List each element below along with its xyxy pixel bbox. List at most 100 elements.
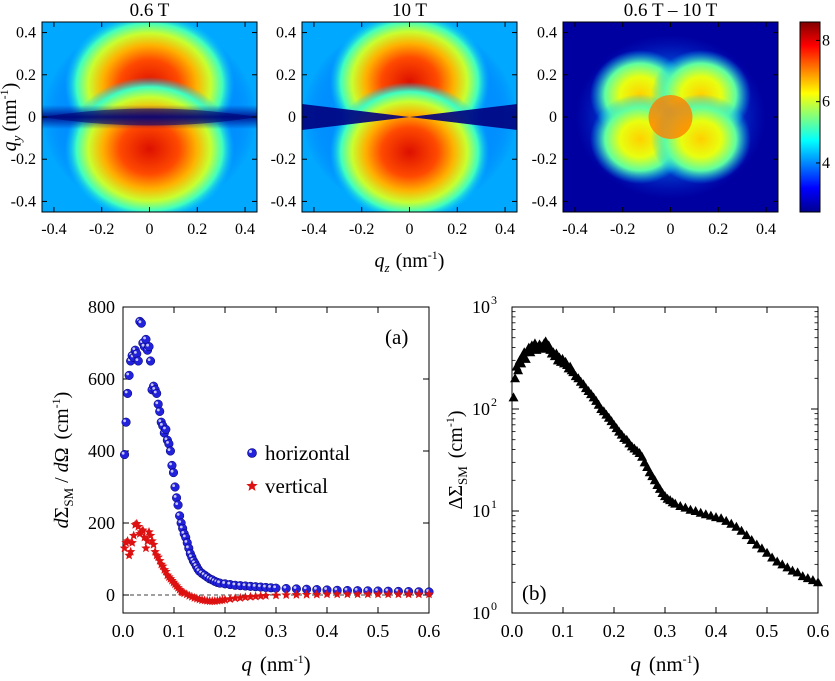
- data-point-horizontal-highlight: [273, 585, 276, 589]
- data-point-vertical: [159, 564, 170, 574]
- heatmap-x-tick-label: 0.2: [708, 221, 728, 238]
- data-point-difference: [513, 365, 524, 375]
- data-point-horizontal-highlight: [375, 588, 378, 592]
- panel-a-x-tick-label: 0.6: [418, 621, 441, 641]
- data-point-horizontal-highlight: [133, 351, 137, 354]
- data-point-vertical: [373, 589, 383, 599]
- panel-b-y-axis-label: ΔΣSM(cm-1): [443, 410, 470, 509]
- panel-b-y-tick-exponent: 0: [491, 599, 497, 613]
- data-point-horizontal-highlight: [268, 585, 271, 588]
- data-point-difference: [516, 358, 527, 368]
- data-point-horizontal-highlight: [169, 462, 172, 466]
- heatmap-1-y-ticks: -0.4 -0.2 0 0.2 0.4: [271, 25, 517, 210]
- data-point-difference: [520, 353, 531, 363]
- data-point-difference: [736, 525, 747, 535]
- heatmap-x-tick-label: -0.2: [349, 221, 374, 238]
- data-point-vertical: [174, 584, 185, 594]
- data-point-vertical: [170, 579, 180, 589]
- data-point-difference: [756, 543, 767, 553]
- data-point-vertical: [156, 559, 166, 569]
- heatmap-1-image: [302, 22, 517, 212]
- heatmap-y-tick-label: -0.2: [532, 151, 557, 168]
- data-point-difference: [751, 539, 762, 549]
- data-point-vertical: [261, 590, 271, 600]
- heatmap-y-tick-label: 0.4: [537, 25, 557, 42]
- data-point-vertical: [141, 543, 151, 553]
- data-point-vertical: [291, 589, 302, 599]
- data-point-horizontal-highlight: [150, 383, 154, 387]
- panel-a-y-tick-label: 0: [106, 585, 115, 605]
- data-point-vertical: [301, 589, 312, 599]
- data-point-horizontal: [121, 417, 131, 427]
- data-point-horizontal: [145, 356, 156, 366]
- data-point-horizontal-highlight: [334, 587, 338, 591]
- panel-b-x-tick-label: 0.5: [756, 621, 779, 641]
- data-point-vertical: [271, 590, 281, 600]
- heatmap-1-title: 10 T: [392, 0, 427, 21]
- heatmap-difference: 0.6 T – 10 T -0.4 -0.2 0 0.2 0.4 -0.4 -0.2 0 0.…: [532, 0, 830, 238]
- heatmap-y-tick-label: -0.2: [11, 151, 36, 168]
- panel-b-x-tick-label: 0.4: [705, 621, 728, 641]
- heatmap-x-tick-label: 0.2: [187, 221, 207, 238]
- data-point-vertical: [332, 589, 342, 599]
- colorbar-ticks: 4 6 8: [816, 32, 830, 172]
- data-point-difference: [670, 498, 681, 508]
- data-point-horizontal: [152, 388, 162, 398]
- heatmap-0-6T: 0.6 T -0.4 -0.2 0 0.2 0.4 -0.4 -0.2 0 0.2 0.4 qy…: [0, 0, 258, 238]
- heatmap-x-tick-label: 0: [667, 221, 675, 238]
- data-point-horizontal-highlight: [247, 583, 251, 587]
- panel-b-y-tick-exponent: 1: [491, 497, 497, 511]
- data-point-horizontal-highlight: [135, 358, 139, 361]
- panel-a-label: (a): [385, 325, 408, 349]
- heatmap-0-title: 0.6 T: [130, 0, 170, 21]
- data-point-vertical: [342, 589, 353, 599]
- data-point-horizontal-highlight: [166, 441, 169, 444]
- heatmap-10T: 10 T -0.4 -0.2 0 0.2 0.4 -0.4 -0.2 0 0.2 0.4: [271, 0, 518, 238]
- series-horizontal: [119, 316, 434, 597]
- data-point-horizontal: [136, 318, 146, 328]
- data-point-horizontal-highlight: [324, 587, 327, 590]
- data-point-horizontal-highlight: [173, 495, 177, 498]
- data-point-horizontal-highlight: [164, 437, 168, 441]
- data-point-horizontal-highlight: [303, 586, 307, 590]
- data-point-vertical: [245, 591, 256, 601]
- data-point-horizontal-highlight: [124, 390, 128, 394]
- panel-a-x-axis-label: q (nm-1): [241, 652, 310, 676]
- data-point-difference: [508, 392, 519, 402]
- heatmap-x-tick-label: 0.2: [447, 221, 467, 238]
- data-point-horizontal-highlight: [222, 581, 226, 584]
- data-point-vertical: [145, 530, 156, 540]
- heatmap-x-tick-label: -0.2: [610, 221, 635, 238]
- heatmap-x-tick-label: 0: [146, 221, 154, 238]
- data-point-horizontal: [133, 356, 143, 366]
- data-point-vertical: [225, 594, 235, 603]
- panel-a-legend: horizontal vertical: [246, 441, 350, 498]
- panel-b-y-tick-label: 10: [472, 297, 490, 317]
- panel-a-x-tick-label: 0.3: [265, 621, 288, 641]
- heatmap-y-tick-label: 0: [549, 109, 557, 126]
- data-point-horizontal-highlight: [365, 588, 368, 591]
- data-point-horizontal-highlight: [184, 540, 188, 543]
- heatmap-x-tick-label: -0.4: [41, 221, 66, 238]
- heatmap-x-tick-label: 0.4: [756, 221, 776, 238]
- data-point-horizontal-highlight: [155, 401, 159, 405]
- panel-b-x-tick-label: 0.0: [501, 621, 524, 641]
- data-point-horizontal-highlight: [354, 587, 358, 591]
- data-point-vertical: [139, 532, 150, 542]
- data-point-horizontal-highlight: [159, 423, 163, 426]
- heatmap-y-tick-label: 0: [288, 109, 296, 126]
- data-point-horizontal: [124, 370, 134, 380]
- data-point-vertical: [240, 592, 251, 602]
- data-point-horizontal-highlight: [242, 583, 246, 586]
- data-point-vertical: [393, 589, 404, 599]
- data-point-difference: [807, 575, 818, 585]
- data-point-vertical: [352, 589, 363, 599]
- panel-b-x-axis-label: q (nm-1): [630, 652, 699, 676]
- data-point-vertical: [125, 546, 136, 556]
- heatmap-y-tick-label: -0.2: [271, 151, 296, 168]
- data-point-horizontal-highlight: [314, 586, 317, 590]
- colorbar: [799, 21, 821, 213]
